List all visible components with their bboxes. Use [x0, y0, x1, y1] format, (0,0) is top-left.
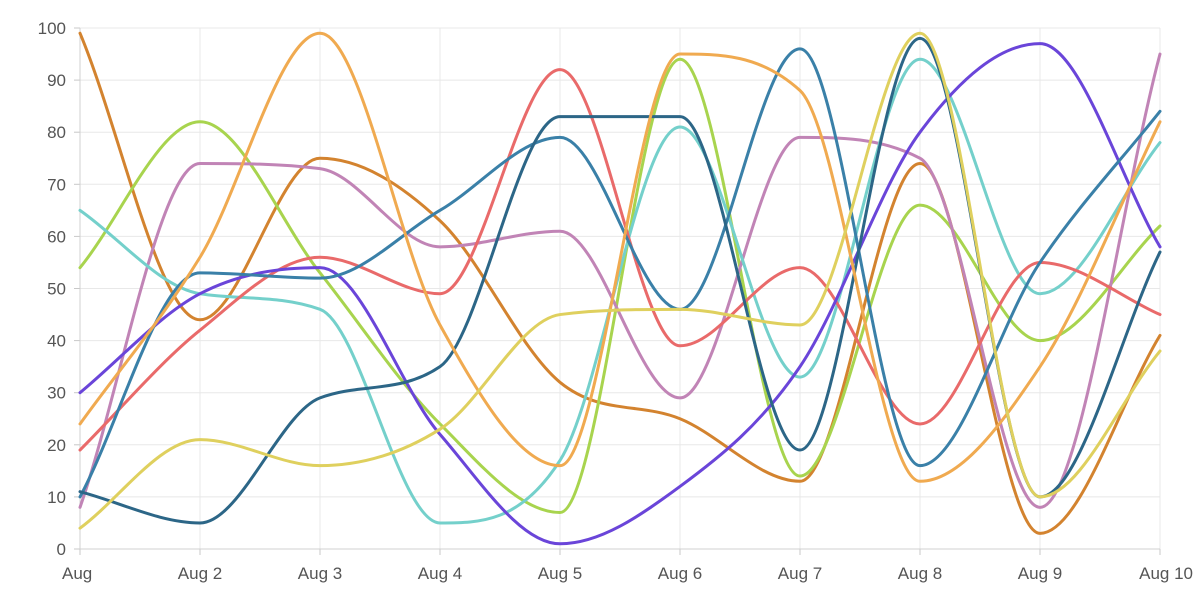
series-line-6[interactable]: [78, 42, 1162, 546]
x-tick-label: Aug 8: [898, 564, 942, 583]
y-tick-label: 100: [38, 19, 66, 38]
y-tick-label: 10: [47, 488, 66, 507]
x-axis-tick-labels: Aug Aug 2 Aug 3 Aug 4 Aug 5 Aug 6 Aug 7 Aug 8 Au…: [62, 564, 1193, 583]
y-tick-label: 60: [47, 227, 66, 246]
y-tick-label: 90: [47, 71, 66, 90]
series-line-4[interactable]: [78, 57, 1162, 525]
y-gridlines: [74, 27, 1160, 550]
series-line-10[interactable]: [78, 31, 1162, 530]
x-tick-label: Aug 5: [538, 564, 582, 583]
y-tick-label: 80: [47, 123, 66, 142]
y-axis-tick-labels: 0 10 20 30 40 50 60 70 80 90 100: [38, 19, 66, 559]
y-tick-label: 20: [47, 436, 66, 455]
x-tick-label: Aug 6: [658, 564, 702, 583]
axes: [79, 28, 1160, 550]
series-line-3[interactable]: [78, 52, 1162, 509]
x-tick-label: Aug 4: [418, 564, 462, 583]
series-line-2[interactable]: [78, 57, 1162, 515]
y-tick-label: 30: [47, 384, 66, 403]
x-tick-label: Aug 9: [1018, 564, 1062, 583]
y-tick-label: 0: [57, 540, 66, 559]
x-tick-label: Aug 2: [178, 564, 222, 583]
series-line-9[interactable]: [78, 31, 1162, 483]
y-tick-label: 40: [47, 332, 66, 351]
y-tick-label: 70: [47, 175, 66, 194]
series-lines: [78, 31, 1162, 546]
x-tick-label: Aug: [62, 564, 92, 583]
x-tick-label: Aug 10: [1139, 564, 1193, 583]
x-tick-label: Aug 7: [778, 564, 822, 583]
y-tick-label: 50: [47, 280, 66, 299]
x-tick-label: Aug 3: [298, 564, 342, 583]
